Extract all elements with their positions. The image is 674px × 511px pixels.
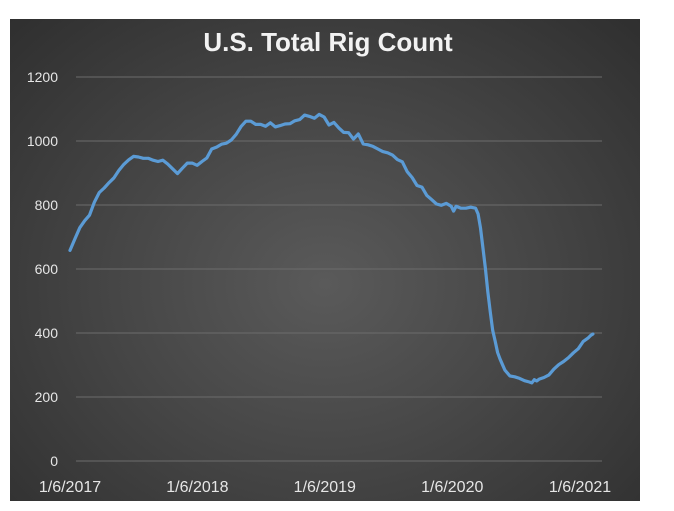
x-tick-label: 1/6/2018 <box>166 479 228 496</box>
gridlines <box>76 76 602 462</box>
y-axis-ticks: 0 200 400 600 800 1000 1200 <box>27 69 58 469</box>
y-tick-label: 1000 <box>27 133 58 149</box>
y-tick-label: 1200 <box>27 69 58 85</box>
rig-count-chart: U.S. Total Rig Count 0 200 400 600 800 1000 12… <box>27 27 611 496</box>
x-tick-label: 1/6/2020 <box>421 479 483 496</box>
y-tick-label: 400 <box>35 325 59 341</box>
x-axis-ticks: 1/6/2017 1/6/2018 1/6/2019 1/6/2020 1/6/2021 <box>39 479 611 496</box>
chart-title: U.S. Total Rig Count <box>203 27 453 57</box>
x-tick-label: 1/6/2017 <box>39 479 101 496</box>
x-tick-label: 1/6/2019 <box>294 479 356 496</box>
y-tick-label: 0 <box>50 453 58 469</box>
y-tick-label: 800 <box>35 197 59 213</box>
chart-frame: U.S. Total Rig Count 0 200 400 600 800 1000 12… <box>10 19 640 501</box>
y-tick-label: 600 <box>35 261 59 277</box>
y-tick-label: 200 <box>35 389 59 405</box>
x-tick-label: 1/6/2021 <box>549 479 611 496</box>
rig-count-line <box>68 112 595 385</box>
